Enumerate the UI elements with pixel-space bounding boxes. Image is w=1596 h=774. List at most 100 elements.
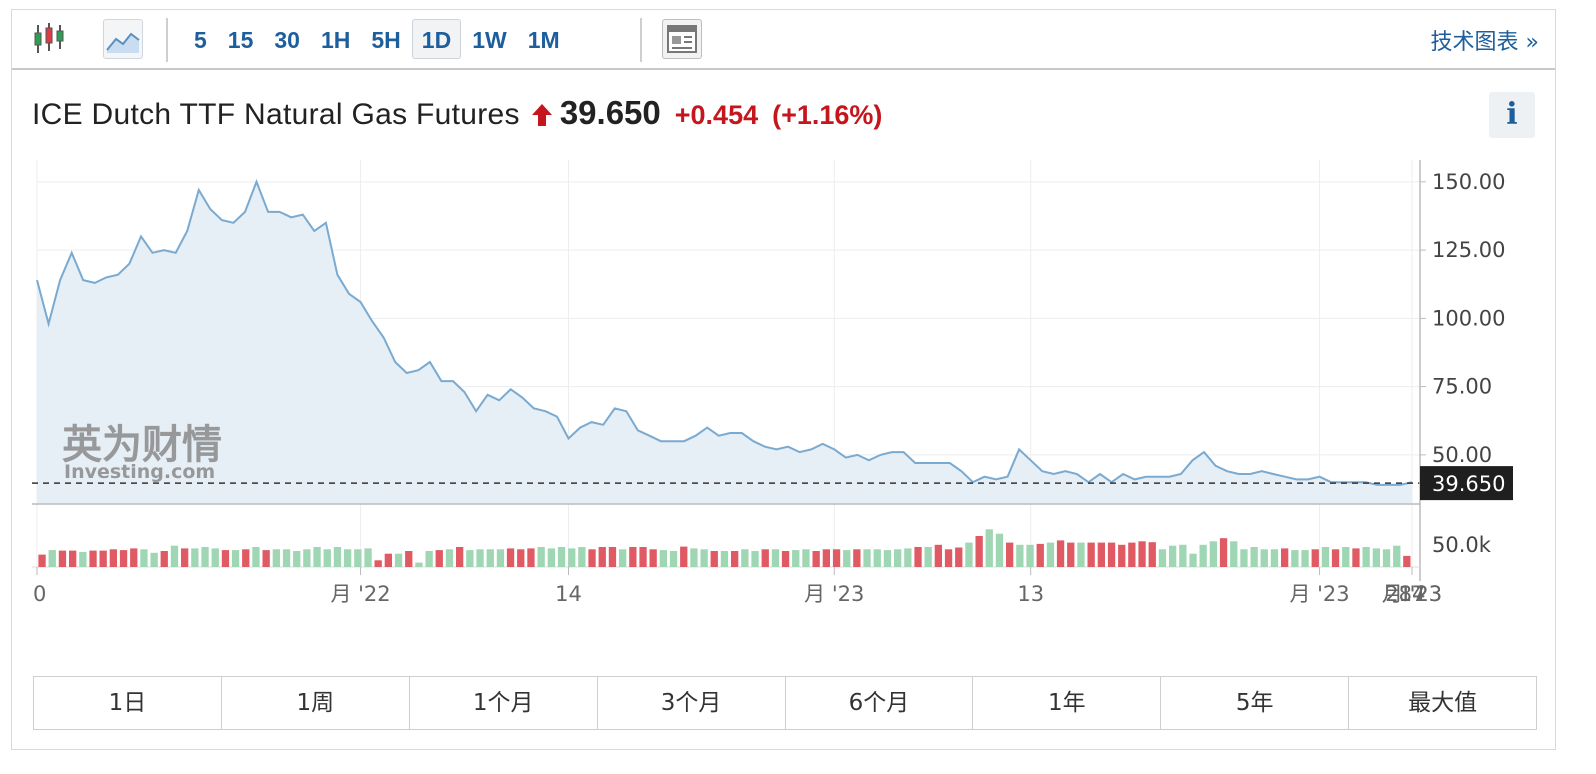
range-button-5[interactable]: 1年: [973, 677, 1162, 729]
x-tick-label: 月 '23: [1289, 582, 1349, 606]
range-button-6[interactable]: 5年: [1161, 677, 1350, 729]
volume-bar: [1026, 544, 1034, 567]
volume-bar: [1291, 550, 1299, 567]
volume-bar: [649, 549, 657, 567]
y-tick-label: 150.00: [1432, 170, 1505, 194]
volume-bar: [832, 549, 841, 567]
volume-bar: [89, 550, 97, 567]
volume-bar: [1301, 550, 1309, 567]
instrument-name: ICE Dutch TTF Natural Gas Futures: [32, 98, 520, 131]
volume-bar: [354, 549, 362, 567]
y-tick-label: 100.00: [1432, 306, 1505, 330]
volume-bar: [1077, 542, 1085, 567]
volume-bar: [466, 550, 474, 567]
volume-bar: [140, 549, 148, 567]
volume-bar: [924, 547, 932, 567]
candlestick-icon[interactable]: [30, 19, 70, 59]
volume-bar: [48, 550, 56, 567]
volume-bar: [1321, 547, 1330, 567]
last-price: 39.650: [559, 94, 661, 131]
range-button-7[interactable]: 最大值: [1408, 690, 1478, 716]
range-button-4[interactable]: 6个月: [786, 677, 974, 729]
volume-bar: [425, 551, 433, 567]
volume-bar: [170, 545, 179, 567]
volume-bar: [242, 549, 250, 567]
volume-bar: [955, 547, 963, 567]
chart-toolbar: 5 15 30 1H 5H 1D 1W 1M 技术图表 »: [12, 10, 1555, 70]
volume-bar: [1219, 538, 1228, 567]
volume-bar: [445, 549, 454, 567]
volume-bar: [843, 550, 851, 567]
range-button-1[interactable]: 1周: [222, 677, 410, 729]
volume-bar: [853, 549, 861, 567]
volume-bar: [619, 549, 627, 567]
volume-bar: [629, 547, 637, 567]
range-button-0[interactable]: 1日: [34, 677, 222, 729]
volume-bar: [527, 548, 535, 567]
volume-bar: [1393, 545, 1401, 567]
volume-bar: [883, 550, 892, 567]
y-tick-label: 50.00: [1432, 443, 1492, 467]
volume-bar: [38, 554, 46, 567]
volume-bar: [1403, 555, 1411, 567]
volume-bar: [1158, 549, 1167, 567]
volume-bar: [944, 549, 953, 567]
volume-bar: [456, 547, 464, 567]
x-tick-label: 月 '23: [1382, 582, 1442, 606]
area-chart-icon[interactable]: [103, 19, 143, 59]
volume-bar: [191, 548, 199, 567]
x-tick-label: 月 '22: [330, 582, 390, 606]
volume-bar: [344, 549, 352, 567]
interval-1h[interactable]: 1H: [320, 27, 351, 53]
time-range-bar: 1日 1周 1个月 3个月 6个月 1年 5年 最大值: [33, 676, 1537, 730]
price-line: [36, 179, 1413, 486]
volume-bar: [894, 549, 902, 567]
volume-bar: [914, 547, 922, 567]
interval-5[interactable]: 5: [194, 27, 207, 53]
interval-1w[interactable]: 1W: [472, 27, 507, 53]
volume-bar: [873, 549, 881, 567]
volume-bar: [517, 549, 525, 567]
y-tick-label: 75.00: [1432, 375, 1492, 399]
volume-bar: [394, 553, 403, 567]
interval-1m[interactable]: 1M: [527, 27, 560, 53]
range-button-3[interactable]: 3个月: [598, 677, 786, 729]
x-tick-label: 14: [1399, 582, 1426, 606]
volume-bar: [985, 529, 993, 567]
interval-5h[interactable]: 5H: [371, 27, 401, 53]
volume-bar: [486, 549, 494, 567]
volume-bar: [476, 549, 484, 567]
x-tick-label: 0: [33, 582, 46, 606]
x-tick-label: 14: [1399, 582, 1426, 606]
volume-bar: [700, 549, 708, 567]
volume-bar: [1311, 549, 1319, 567]
volume-bar: [119, 550, 128, 567]
range-button-2[interactable]: 1个月: [410, 677, 598, 729]
volume-bar: [1148, 542, 1156, 567]
news-layout-icon[interactable]: [662, 19, 702, 59]
volume-bar: [181, 548, 189, 567]
volume-bar: [1189, 553, 1197, 567]
volume-bar: [1331, 549, 1340, 567]
interval-1d[interactable]: 1D: [411, 19, 462, 59]
volume-bar: [1372, 548, 1380, 567]
volume-bar: [323, 549, 331, 567]
volume-bar: [231, 550, 240, 567]
volume-bar: [160, 551, 168, 567]
technical-chart-link[interactable]: 技术图表 »: [1430, 30, 1539, 55]
volume-bar: [221, 550, 230, 567]
volume-bar: [1240, 549, 1248, 567]
volume-bar: [863, 549, 871, 567]
toolbar-separator: [640, 18, 642, 62]
volume-bar: [415, 562, 423, 567]
x-tick-label: 月 '23: [804, 582, 864, 606]
interval-30[interactable]: 30: [274, 27, 300, 53]
volume-bar: [1209, 541, 1217, 567]
interval-15[interactable]: 15: [227, 27, 254, 53]
info-button[interactable]: i: [1489, 92, 1535, 138]
volume-bar: [1036, 543, 1044, 567]
volume-bar: [608, 547, 617, 567]
volume-bar: [99, 550, 107, 567]
volume-bar: [669, 551, 678, 567]
